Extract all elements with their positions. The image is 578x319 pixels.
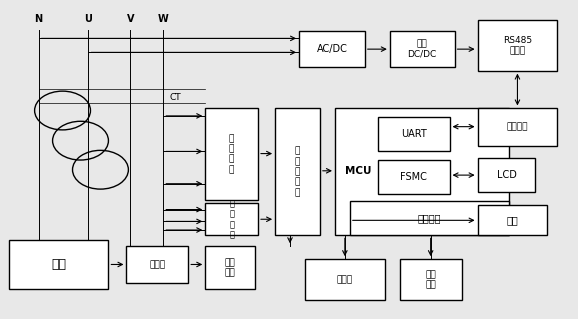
Text: MCU: MCU (344, 166, 371, 176)
Bar (378, 160, 450, 195)
Bar (378, 117, 450, 152)
Text: 隔离
DC/DC: 隔离 DC/DC (407, 40, 437, 59)
Bar (400, 259, 462, 300)
Text: RS485
收发器: RS485 收发器 (503, 36, 532, 55)
Bar (335, 108, 509, 235)
Text: 继电器: 继电器 (337, 275, 353, 284)
Bar (477, 205, 547, 235)
Bar (390, 31, 455, 67)
Bar (205, 246, 255, 289)
Bar (477, 20, 557, 71)
Text: 分
压
滤
波: 分 压 滤 波 (229, 199, 234, 239)
Text: AC/DC: AC/DC (317, 44, 347, 54)
Text: CT: CT (169, 93, 181, 102)
Bar (477, 108, 557, 146)
Bar (305, 259, 385, 300)
Text: W: W (158, 14, 169, 24)
Text: UART: UART (401, 129, 427, 139)
Bar (9, 240, 109, 289)
Bar (477, 158, 535, 192)
Text: U: U (84, 14, 92, 24)
Text: N: N (35, 14, 43, 24)
Text: V: V (127, 14, 134, 24)
Text: 放
大
滤
波: 放 大 滤 波 (229, 134, 234, 174)
Text: LCD: LCD (497, 170, 516, 180)
Bar (299, 31, 365, 67)
Bar (127, 246, 188, 283)
Text: 模
数
转
换
器: 模 数 转 换 器 (295, 147, 300, 197)
Text: 电机: 电机 (51, 258, 66, 271)
Text: 隔离芯片: 隔离芯片 (507, 123, 528, 132)
Bar (350, 201, 509, 235)
Bar (205, 108, 258, 200)
Bar (275, 108, 320, 235)
Text: 热电阻: 热电阻 (149, 260, 165, 269)
Text: FSMC: FSMC (400, 172, 427, 182)
Text: 通用接口: 通用接口 (418, 213, 442, 223)
Text: 按键: 按键 (506, 215, 518, 225)
Text: 光电
隔离: 光电 隔离 (425, 270, 436, 289)
Text: 处理
电路: 处理 电路 (225, 258, 235, 278)
Bar (205, 203, 258, 235)
